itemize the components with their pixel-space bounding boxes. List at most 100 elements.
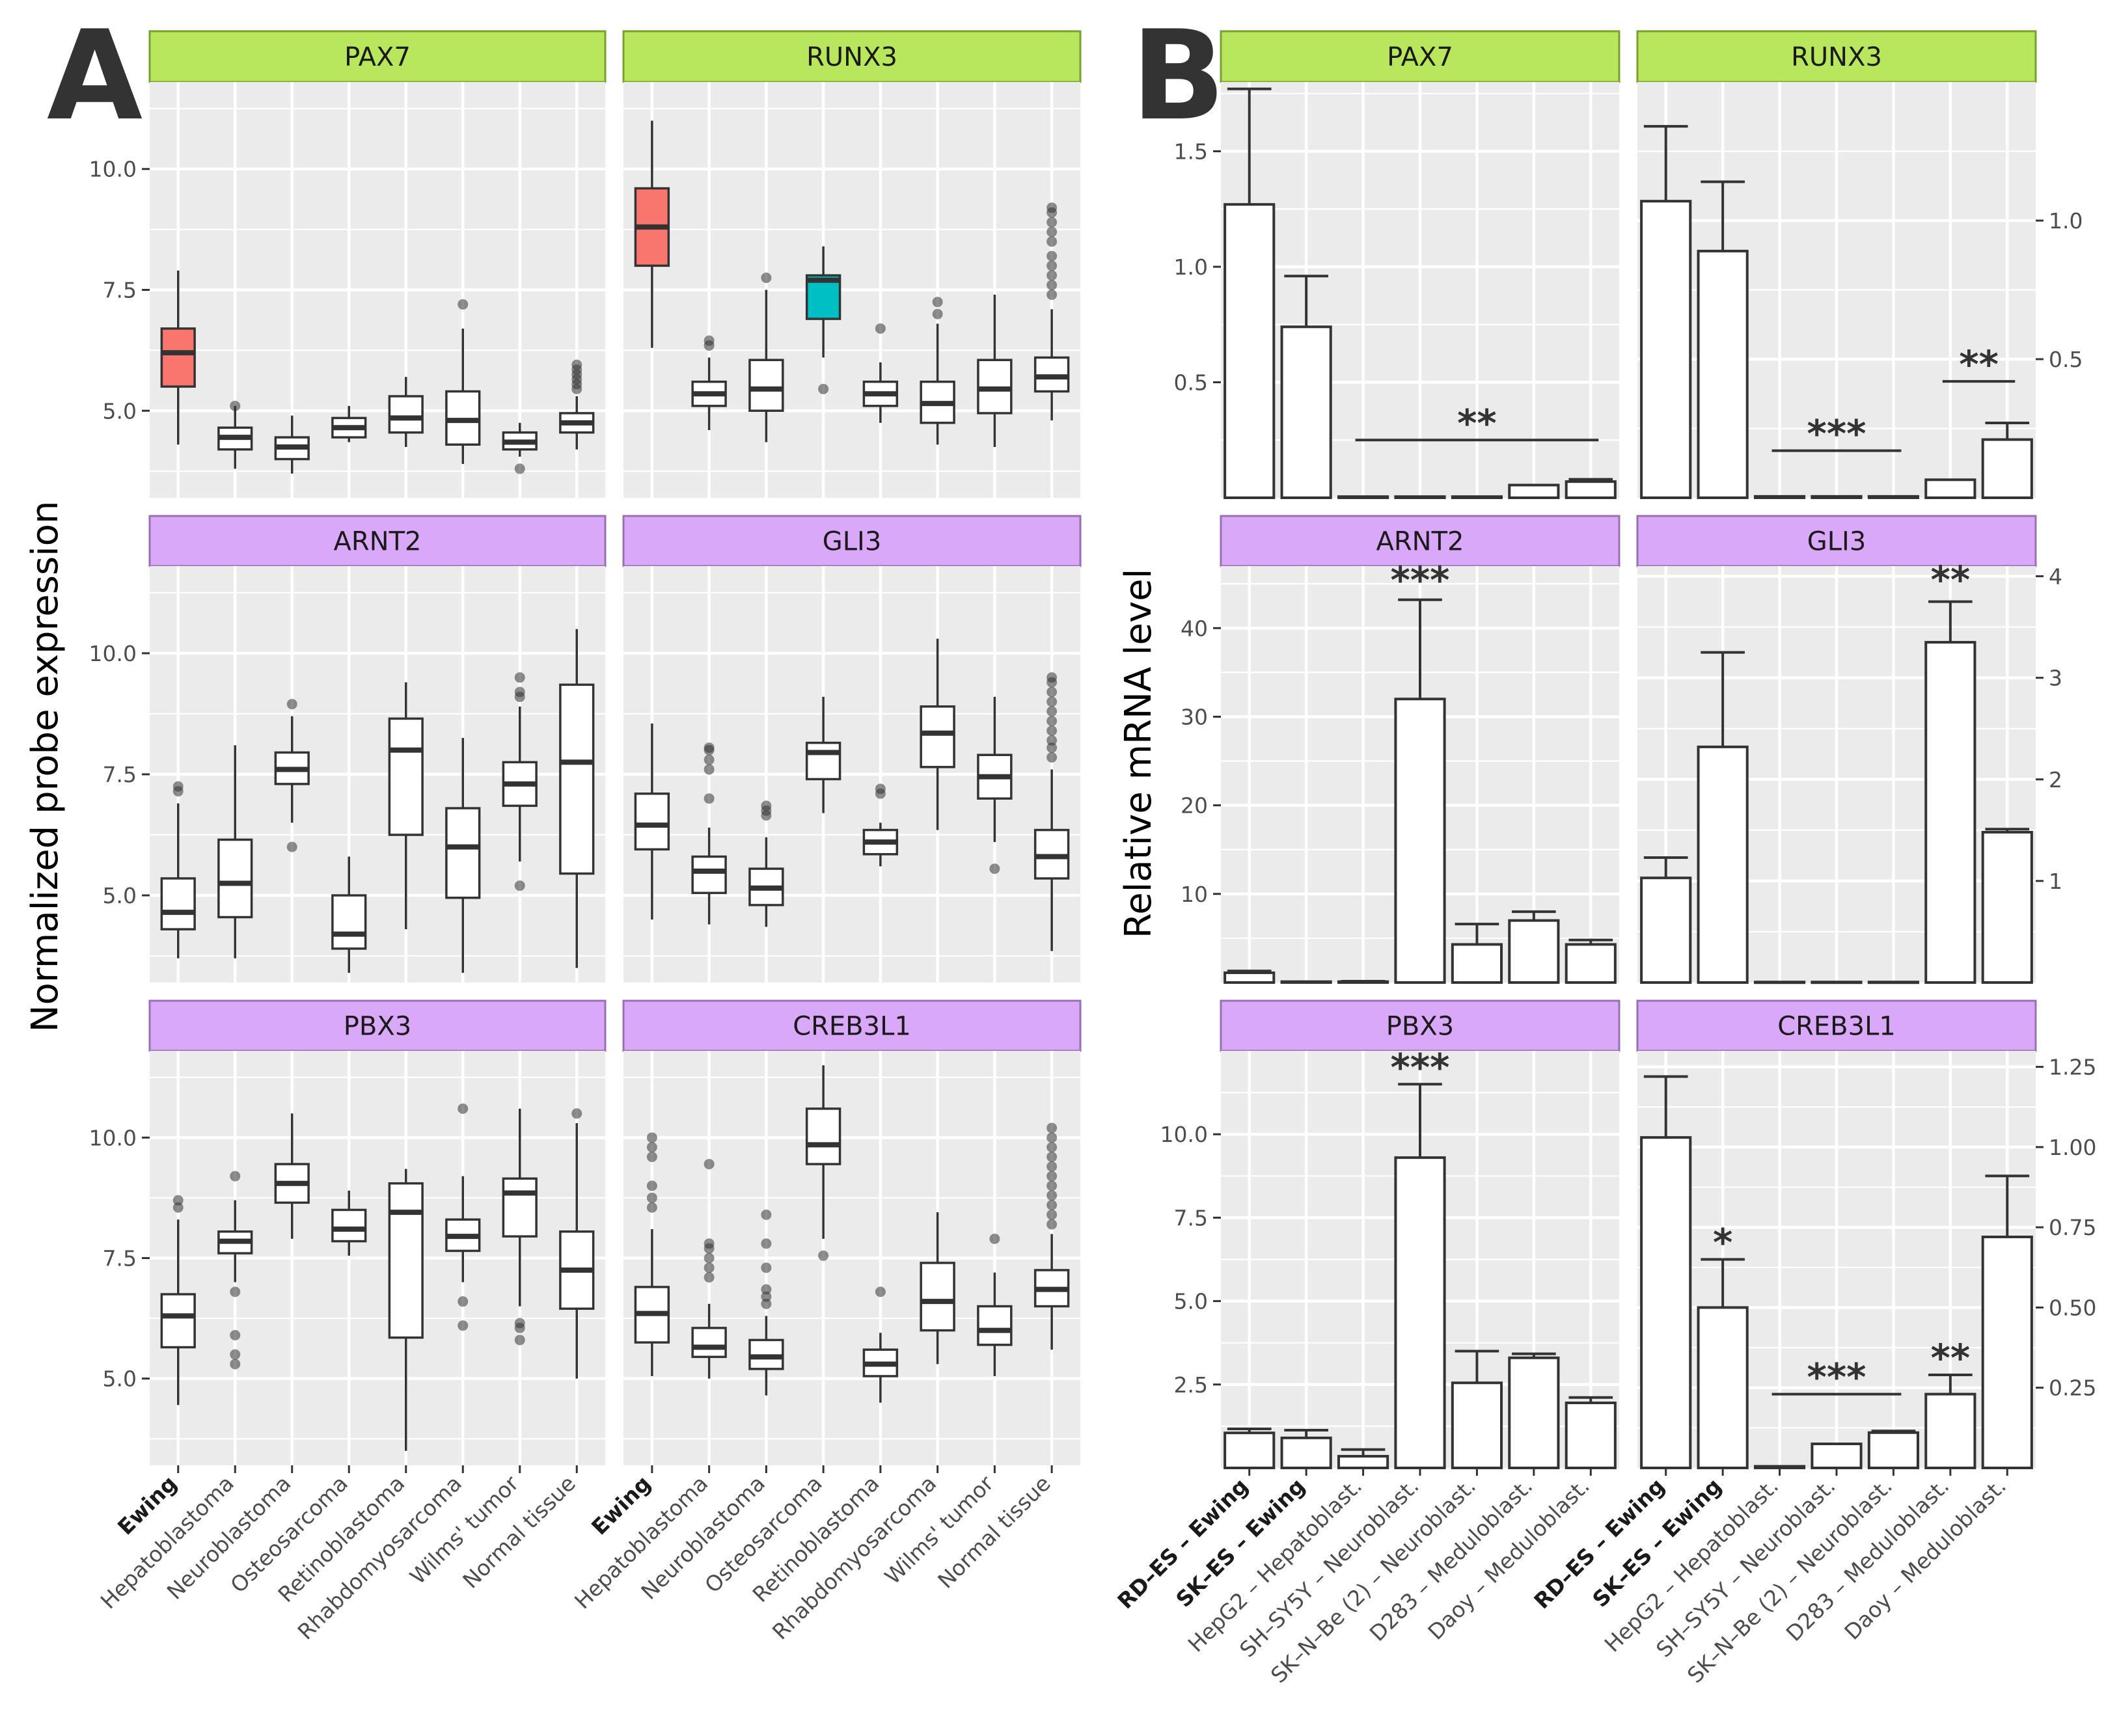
facet-title: PAX7 <box>344 42 411 72</box>
box-iqr <box>331 894 367 950</box>
outlier-point <box>704 793 715 804</box>
bar-rect <box>1451 1381 1503 1470</box>
box-neuroblastoma <box>274 699 310 852</box>
facet-title: ARNT2 <box>334 527 422 557</box>
outlier-point <box>646 1142 657 1153</box>
bar-sh-sy5y-neuroblast <box>1811 1443 1863 1470</box>
bar-rect <box>1394 698 1446 984</box>
outlier-point <box>571 359 582 370</box>
box-iqr <box>805 1107 841 1165</box>
bar-hepg2-hepatoblast <box>1337 979 1389 984</box>
outlier-point <box>761 1291 772 1302</box>
bar-rect <box>1981 830 2033 984</box>
bar-rd-es-ewing <box>1224 1428 1276 1470</box>
bar-d283-meduloblast <box>1508 1352 1560 1469</box>
outlier-point <box>230 1349 241 1360</box>
outlier-point <box>1046 742 1058 753</box>
box-iqr <box>691 855 727 895</box>
outlier-point <box>286 699 297 710</box>
box-rhabdomyosarcoma <box>920 297 955 445</box>
facet-b-pax7: PAX7 0.5 1.0 1.5 ** <box>1174 30 1620 500</box>
outlier-point <box>818 383 829 394</box>
box-rhabdomyosarcoma <box>445 299 481 464</box>
outlier-point <box>230 1286 241 1297</box>
box-osteosarcoma <box>805 1065 841 1261</box>
outlier-point <box>761 1262 772 1273</box>
outlier-point <box>761 1209 772 1220</box>
box-retinoblastoma <box>388 377 424 447</box>
bar-rect <box>1508 1356 1560 1469</box>
bar-daoy-meduloblast <box>1981 828 2033 984</box>
outlier-point <box>1046 1122 1058 1133</box>
y-tick-label: 10 <box>1181 882 1208 907</box>
outlier-point <box>1046 260 1058 271</box>
outlier-point <box>1046 280 1058 291</box>
significance-label: *** <box>1807 1355 1866 1400</box>
outlier-point <box>875 323 886 334</box>
bar-rect <box>1924 1392 1976 1469</box>
box-normal-tissue <box>1033 672 1070 951</box>
bar-sk-es-ewing <box>1697 180 1749 499</box>
box-retinoblastoma <box>862 783 899 867</box>
y-tick-label: 5.0 <box>1174 1289 1208 1314</box>
outlier-point <box>1046 1209 1058 1220</box>
box-osteosarcoma <box>805 696 841 813</box>
y-tick-label: 10.0 <box>89 1125 137 1150</box>
outlier-point <box>875 1286 886 1297</box>
outlier-point <box>458 299 469 310</box>
outlier-point <box>646 1180 657 1191</box>
bar-rect <box>1337 495 1389 499</box>
significance-marker: *** <box>1391 558 1450 603</box>
y-tick-label: 0.5 <box>1174 370 1208 396</box>
box-neuroblastoma <box>274 1113 310 1239</box>
bar-hepg2-hepatoblast <box>1337 495 1389 499</box>
bar-sk-n-be-2-neuroblast <box>1867 981 1920 984</box>
bar-hepg2-hepatoblast <box>1753 495 1806 499</box>
outlier-point <box>1046 270 1058 281</box>
box-ewing <box>634 1132 670 1376</box>
facet-strip <box>622 999 1082 1052</box>
y-tick-label: 40 <box>1181 616 1208 641</box>
facet-strip <box>622 515 1082 567</box>
box-wilms-tumor <box>977 294 1013 447</box>
outlier-point <box>286 841 297 852</box>
bar-rect <box>1565 480 1617 500</box>
outlier-point <box>1046 1200 1058 1211</box>
box-wilms-tumor <box>502 672 538 891</box>
facet-strip <box>148 515 607 567</box>
facet-title: PBX3 <box>1386 1012 1454 1042</box>
bar-rect <box>1394 495 1446 499</box>
outlier-point <box>172 781 184 792</box>
bar-rect <box>1811 1443 1863 1470</box>
facet-title: ARNT2 <box>1376 527 1464 557</box>
bar-rect <box>1224 971 1276 984</box>
bar-daoy-meduloblast <box>1565 1396 1617 1469</box>
facet-strip <box>1220 515 1620 567</box>
outlier-point <box>704 335 715 346</box>
bar-rect <box>1981 438 2033 499</box>
bar-sk-es-ewing <box>1697 651 1749 984</box>
box-retinoblastoma <box>388 1169 424 1451</box>
outlier-point <box>1046 289 1058 300</box>
outlier-point <box>514 1335 525 1346</box>
bar-rect <box>1508 483 1560 499</box>
outlier-point <box>704 754 715 765</box>
outlier-point <box>761 800 772 811</box>
box-iqr <box>445 807 481 899</box>
box-osteosarcoma <box>331 1190 367 1256</box>
bar-daoy-meduloblast <box>1565 938 1617 984</box>
significance-marker: ** <box>1931 558 1971 602</box>
bar-d283-meduloblast <box>1508 483 1560 499</box>
box-ewing <box>160 270 196 445</box>
bar-rect <box>1224 1431 1276 1470</box>
facet-strip <box>148 999 607 1052</box>
box-iqr <box>160 327 196 388</box>
box-ewing <box>634 723 670 920</box>
outlier-point <box>514 463 525 474</box>
box-retinoblastoma <box>388 682 424 930</box>
box-wilms-tumor <box>977 696 1013 875</box>
significance-marker: ** <box>1942 342 2016 387</box>
bar-sh-sy5y-neuroblast <box>1394 598 1446 984</box>
bar-rect <box>1753 981 1806 984</box>
